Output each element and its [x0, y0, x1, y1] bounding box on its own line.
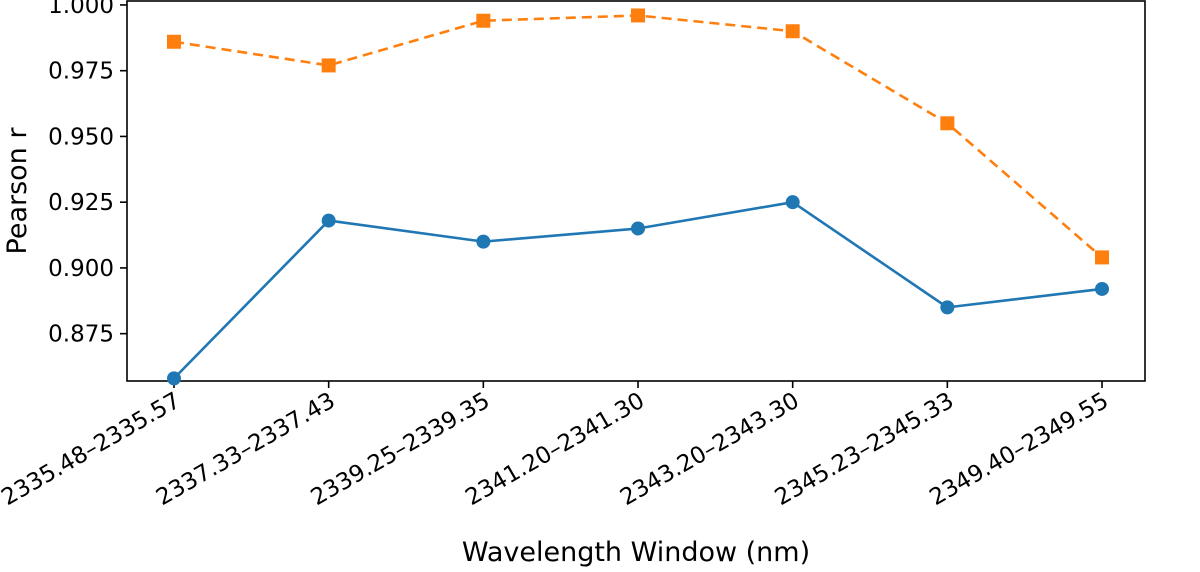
x-axis-title: Wavelength Window (nm): [462, 537, 810, 568]
data-point-circle: [476, 234, 491, 249]
data-point-circle: [940, 300, 955, 315]
data-point-circle: [167, 371, 181, 386]
data-point-circle: [785, 195, 800, 210]
y-tick-label: 0.875: [48, 322, 114, 348]
data-point-square: [167, 34, 181, 49]
series-layer: [167, 8, 1110, 386]
y-tick-label: 1.000: [48, 0, 114, 19]
data-point-square: [631, 8, 646, 23]
y-tick-label: 0.950: [48, 124, 114, 150]
data-point-circle: [631, 221, 646, 236]
series-line: [173, 14, 1103, 259]
y-tick-label: 0.975: [48, 59, 114, 85]
data-point-circle: [321, 213, 336, 228]
data-point-square: [940, 116, 955, 131]
x-axis: 2335.48–2335.572337.33–2337.432339.25–23…: [0, 381, 1113, 511]
y-axis-title: Pearson r: [2, 127, 33, 255]
series-2: [167, 8, 1110, 265]
y-axis: 0.875 0.900 0.925 0.950 0.975 1.000: [48, 0, 127, 348]
data-point-square: [1095, 250, 1110, 265]
series-1: [167, 195, 1110, 386]
plot-frame: [126, 0, 1146, 382]
data-point-square: [476, 13, 491, 28]
data-point-square: [321, 58, 336, 73]
data-point-circle: [1095, 281, 1110, 296]
y-tick-label: 0.900: [48, 256, 114, 282]
data-point-square: [785, 24, 800, 39]
y-tick-label: 0.925: [48, 190, 114, 216]
